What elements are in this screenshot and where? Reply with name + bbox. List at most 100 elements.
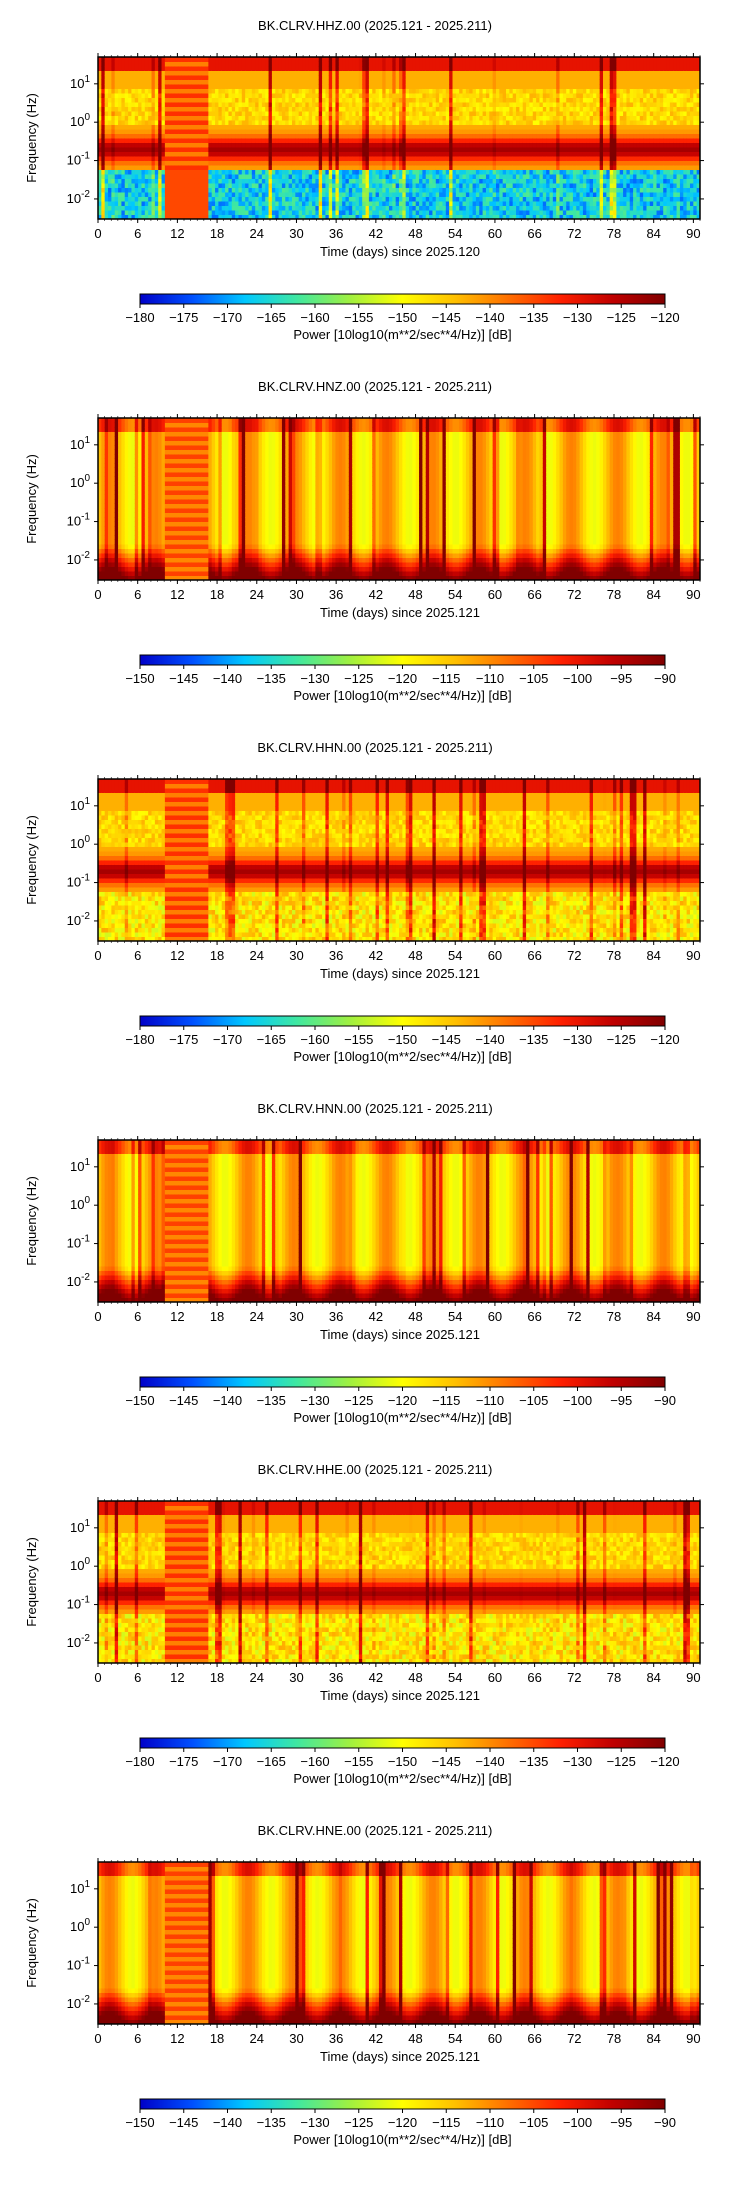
x-tick-label: 0: [94, 948, 101, 963]
y-tick-label: 10-2: [67, 1272, 91, 1289]
x-tick-label: 36: [329, 226, 343, 241]
x-tick-label: 42: [369, 587, 383, 602]
colorbar-tick-label: −180: [125, 1754, 154, 1769]
x-tick-label: 24: [250, 1309, 264, 1324]
x-tick-label: 78: [607, 226, 621, 241]
x-tick-label: 66: [527, 1670, 541, 1685]
colorbar-tick-label: −170: [213, 1032, 242, 1047]
colorbar-tick-label: −145: [169, 2115, 198, 2130]
x-tick-label: 90: [686, 587, 700, 602]
colorbar-tick-label: −105: [519, 671, 548, 686]
spectrogram-panel: BK.CLRV.HHN.00 (2025.121 - 2025.211) 0 6 12…: [0, 724, 750, 1080]
x-tick-label: 66: [527, 948, 541, 963]
y-tick-label: 10-1: [67, 1234, 91, 1251]
colorbar-tick-label: −130: [563, 1754, 592, 1769]
colorbar-tick-label: −130: [300, 1393, 329, 1408]
x-tick-label: 78: [607, 1670, 621, 1685]
x-tick-label: 0: [94, 226, 101, 241]
chart-title: BK.CLRV.HNE.00 (2025.121 - 2025.211): [0, 1823, 750, 1838]
colorbar-tick-label: −95: [610, 671, 632, 686]
colorbar-label: Power [10log10(m**2/sec**4/Hz)] [dB]: [293, 2132, 511, 2147]
colorbar: [139, 293, 666, 305]
x-tick-label: 36: [329, 948, 343, 963]
colorbar-tick-label: −120: [388, 671, 417, 686]
colorbar-label: Power [10log10(m**2/sec**4/Hz)] [dB]: [293, 1049, 511, 1064]
colorbar-tick-label: −125: [607, 1754, 636, 1769]
colorbar-tick-label: −105: [519, 2115, 548, 2130]
chart-title: BK.CLRV.HNZ.00 (2025.121 - 2025.211): [0, 379, 750, 394]
x-tick-label: 90: [686, 1309, 700, 1324]
x-tick-label: 72: [567, 1309, 581, 1324]
colorbar-tick-label: −180: [125, 310, 154, 325]
colorbar-tick-label: −125: [344, 671, 373, 686]
heatmap-cells: [98, 1501, 701, 1664]
y-tick-label: 101: [70, 1518, 90, 1535]
x-tick-label: 54: [448, 2031, 462, 2046]
x-tick-label: 6: [134, 948, 141, 963]
colorbar-tick-label: −120: [650, 1754, 679, 1769]
x-tick-label: 18: [210, 948, 224, 963]
colorbar: [139, 1737, 666, 1749]
colorbar-tick-label: −150: [125, 1393, 154, 1408]
x-tick-label: 90: [686, 2031, 700, 2046]
y-tick-label: 10-2: [67, 1633, 91, 1650]
x-tick-label: 36: [329, 1670, 343, 1685]
heatmap-cells: [98, 1140, 701, 1303]
colorbar-label: Power [10log10(m**2/sec**4/Hz)] [dB]: [293, 688, 511, 703]
colorbar-tick-label: −175: [169, 310, 198, 325]
y-tick-label: 10-1: [67, 873, 91, 890]
x-tick-label: 24: [250, 1670, 264, 1685]
colorbar-label: Power [10log10(m**2/sec**4/Hz)] [dB]: [293, 1410, 511, 1425]
colorbar-tick-label: −130: [563, 310, 592, 325]
colorbar-tick-label: −170: [213, 1754, 242, 1769]
colorbar-tick-label: −175: [169, 1032, 198, 1047]
y-tick-label: 100: [70, 1917, 90, 1934]
spectrogram-panel: BK.CLRV.HHZ.00 (2025.121 - 2025.211) 0 6 12…: [0, 2, 750, 358]
colorbar-tick-label: −145: [432, 1032, 461, 1047]
colorbar-tick-label: −95: [610, 1393, 632, 1408]
x-tick-label: 12: [170, 1309, 184, 1324]
x-tick-label: 72: [567, 1670, 581, 1685]
colorbar-tick-label: −140: [475, 1754, 504, 1769]
colorbar-tick-label: −145: [432, 310, 461, 325]
x-tick-label: 18: [210, 2031, 224, 2046]
y-tick-label: 101: [70, 796, 90, 813]
x-tick-label: 48: [408, 948, 422, 963]
x-tick-label: 54: [448, 587, 462, 602]
x-tick-label: 48: [408, 226, 422, 241]
x-tick-label: 72: [567, 587, 581, 602]
x-tick-label: 0: [94, 1670, 101, 1685]
x-tick-label: 54: [448, 1670, 462, 1685]
colorbar-tick-label: −120: [388, 1393, 417, 1408]
x-tick-label: 84: [646, 1670, 660, 1685]
colorbar-tick-label: −120: [388, 2115, 417, 2130]
colorbar-tick-label: −115: [432, 2115, 460, 2130]
colorbar: [139, 1376, 666, 1388]
spectrogram-svg: 0 6 12 18 24 30 36 42 48 54 60 66 72 78 84 90 10-2 10-1 10…: [24, 53, 704, 342]
y-tick-label: 101: [70, 1879, 90, 1896]
colorbar-tick-label: −175: [169, 1754, 198, 1769]
x-tick-label: 90: [686, 1670, 700, 1685]
x-tick-label: 84: [646, 1309, 660, 1324]
x-tick-label: 66: [527, 587, 541, 602]
colorbar-tick-label: −135: [257, 1393, 286, 1408]
colorbar-tick-label: −140: [475, 1032, 504, 1047]
x-tick-label: 54: [448, 226, 462, 241]
spectrogram-svg: 0 6 12 18 24 30 36 42 48 54 60 66 72 78 84 90 10-2 10-1 10…: [24, 1858, 704, 2147]
x-axis-label: Time (days) since 2025.120: [320, 244, 480, 259]
x-tick-label: 6: [134, 1309, 141, 1324]
colorbar-tick-label: −160: [300, 1754, 329, 1769]
x-axis-label: Time (days) since 2025.121: [320, 1327, 480, 1342]
spectrogram-panel: BK.CLRV.HNZ.00 (2025.121 - 2025.211) 0 6 12…: [0, 363, 750, 719]
colorbar: [139, 654, 666, 666]
x-tick-label: 60: [488, 1309, 502, 1324]
y-axis-label: Frequency (Hz): [24, 1176, 39, 1266]
x-tick-label: 30: [289, 226, 303, 241]
x-tick-label: 0: [94, 2031, 101, 2046]
x-tick-label: 60: [488, 2031, 502, 2046]
colorbar-tick-label: −155: [344, 1032, 373, 1047]
y-axis-label: Frequency (Hz): [24, 93, 39, 183]
x-axis-label: Time (days) since 2025.121: [320, 2049, 480, 2064]
x-tick-label: 6: [134, 2031, 141, 2046]
x-tick-label: 6: [134, 1670, 141, 1685]
